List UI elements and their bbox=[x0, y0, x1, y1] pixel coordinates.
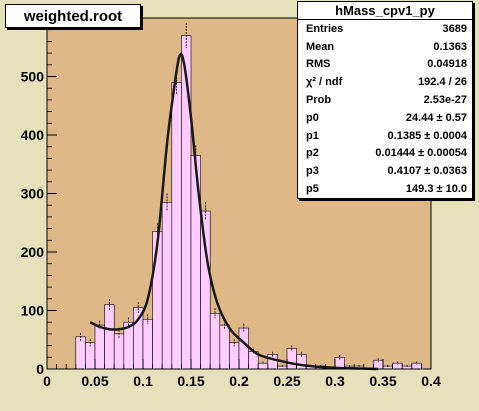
canvas-title-text: weighted.root bbox=[23, 7, 123, 25]
stats-label: p0 bbox=[306, 111, 319, 124]
x-tick-label: 0.1 bbox=[133, 373, 153, 389]
stats-value: 2.53e-27 bbox=[423, 94, 467, 107]
histogram-bar bbox=[75, 336, 86, 370]
histogram-bar bbox=[209, 313, 221, 370]
y-tick-label: 300 bbox=[21, 186, 45, 202]
stats-label: p5 bbox=[306, 183, 319, 196]
stats-value: 0.1363 bbox=[433, 40, 467, 53]
stats-row: Mean 0.1363 bbox=[298, 38, 472, 56]
x-tick-label: 0.35 bbox=[369, 373, 396, 389]
x-tick-label: 0 bbox=[43, 373, 51, 389]
stats-row: p2 0.01444 ± 0.00054 bbox=[298, 145, 472, 163]
stats-value: 0.04918 bbox=[427, 58, 467, 71]
stats-row: Prob 2.53e-27 bbox=[298, 91, 472, 109]
histogram-bar bbox=[238, 327, 249, 370]
stats-label: Prob bbox=[306, 94, 332, 107]
stats-value: 24.44 ± 0.57 bbox=[405, 111, 467, 124]
histogram-bar bbox=[219, 324, 230, 370]
y-tick-label: 400 bbox=[21, 127, 45, 143]
histogram-bar bbox=[113, 333, 125, 370]
x-axis: 0 0.05 0.1 0.15 0.2 0.25 0.3 0.35 0.4 bbox=[43, 359, 441, 389]
histogram-bar bbox=[94, 324, 105, 370]
histogram-bar bbox=[229, 342, 240, 370]
stats-box: hMass_cpv1_py Entries 3689 Mean 0.1363 RMS 0.… bbox=[297, 1, 473, 199]
x-tick-label: 0.25 bbox=[273, 373, 300, 389]
histogram-bar bbox=[200, 210, 211, 370]
stats-row: χ² / ndf 192.4 / 26 bbox=[298, 73, 472, 91]
stats-row: RMS 0.04918 bbox=[298, 56, 472, 74]
y-tick-label: 200 bbox=[21, 244, 45, 260]
histogram-bar bbox=[104, 304, 115, 370]
stats-row: p3 0.4107 ± 0.0363 bbox=[298, 162, 472, 180]
histogram-bar bbox=[142, 318, 153, 370]
stats-label: p1 bbox=[306, 129, 319, 142]
stats-title: hMass_cpv1_py bbox=[298, 2, 472, 20]
x-tick-label: 0.05 bbox=[81, 373, 108, 389]
stats-label: χ² / ndf bbox=[306, 76, 343, 89]
histogram-bar bbox=[257, 362, 269, 370]
stats-rows: Entries 3689 Mean 0.1363 RMS 0.04918 χ² / ndf 1… bbox=[298, 20, 472, 198]
x-tick-label: 0.3 bbox=[325, 373, 345, 389]
y-tick-label: 0 bbox=[36, 361, 44, 377]
stats-row: Entries 3689 bbox=[298, 20, 472, 38]
stats-row: p5 149.3 ± 10.0 bbox=[298, 180, 472, 198]
stats-value: 149.3 ± 10.0 bbox=[405, 183, 467, 196]
histogram-bar bbox=[133, 307, 144, 370]
stats-value: 0.01444 ± 0.00054 bbox=[375, 147, 467, 160]
stats-value: 192.4 / 26 bbox=[418, 76, 467, 89]
stats-label: RMS bbox=[306, 58, 331, 71]
stats-label: p3 bbox=[306, 165, 319, 178]
histogram-bar bbox=[85, 342, 96, 370]
stats-value: 0.4107 ± 0.0363 bbox=[387, 165, 467, 178]
histogram-bar bbox=[171, 82, 182, 370]
x-tick-label: 0.2 bbox=[229, 373, 249, 389]
stats-label: p2 bbox=[306, 147, 319, 160]
stats-label: Mean bbox=[306, 40, 335, 53]
stats-value: 0.1385 ± 0.0004 bbox=[387, 129, 467, 142]
x-tick-label: 0.15 bbox=[177, 373, 204, 389]
histogram-bar bbox=[392, 362, 403, 370]
canvas-title: weighted.root bbox=[5, 4, 141, 28]
y-tick-label: 100 bbox=[21, 303, 45, 319]
stats-value: 3689 bbox=[442, 22, 467, 35]
histogram-bar bbox=[411, 362, 422, 370]
x-tick-label: 0.4 bbox=[421, 373, 441, 389]
y-axis: 0100200300400500600 bbox=[21, 10, 57, 377]
stats-row: p1 0.1385 ± 0.0004 bbox=[298, 127, 472, 145]
y-tick-label: 500 bbox=[21, 69, 45, 85]
histogram-bar bbox=[161, 201, 173, 370]
stats-label: Entries bbox=[306, 22, 344, 35]
stats-row: p0 24.44 ± 0.57 bbox=[298, 109, 472, 127]
